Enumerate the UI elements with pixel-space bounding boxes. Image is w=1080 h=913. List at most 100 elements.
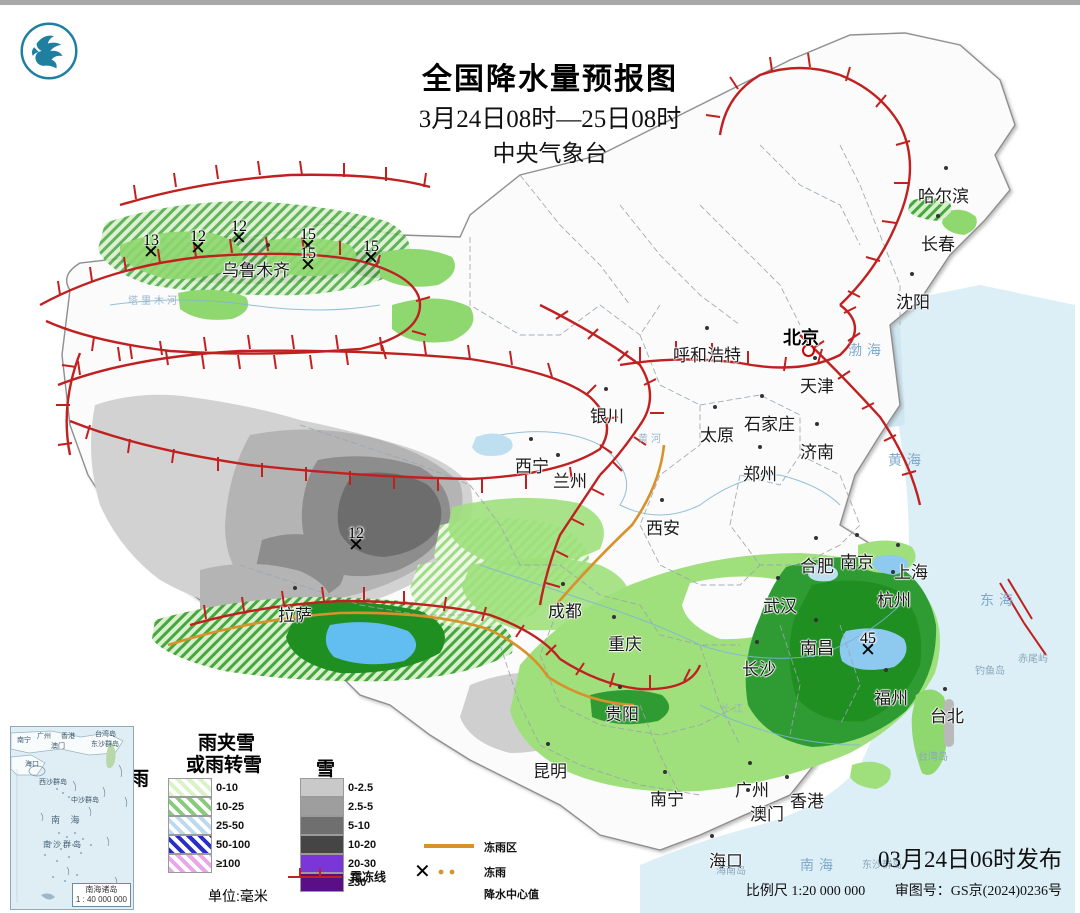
city-label-11: 兰州 [553,472,587,491]
precip-center-marker-3: 15 ✕ [300,226,316,257]
city-marker-16 [896,543,900,547]
city-marker-23 [884,668,888,672]
legend-label-sleet-1: 10-25 [216,801,245,813]
geo-label-1: 赤尾屿 [1018,654,1048,665]
inset-label-dongsha: 东沙群岛 [91,741,119,748]
city-marker-32 [710,834,714,838]
city-label-32: 海口 [709,852,743,871]
city-marker-15 [855,533,859,537]
city-label-16: 上海 [894,563,928,582]
river-label-2: 长江 [720,704,746,715]
city-marker-3 [802,344,815,357]
city-label-12: 郑州 [743,465,777,484]
inset-city-haikou: 海口 [25,761,39,768]
precip-center-marker-4: 15 ✕ [300,245,316,276]
freezing-rain-area-icon [424,844,474,848]
precip-center-marker-0: 13 ✕ [143,232,159,263]
inset-map-graphic [11,727,133,909]
inset-city-nanning: 南宁 [17,737,31,744]
legend-label-sleet-3: 50-100 [216,839,251,851]
legend-swatch-sleet-0 [168,778,212,797]
city-marker-2 [910,272,914,276]
legend-swatch-sleet-2 [168,816,212,835]
city-label-10: 西宁 [515,457,549,476]
city-label-2: 沈阳 [896,293,930,312]
sea-label-0: 渤海 [848,342,886,358]
city-label-18: 成都 [548,602,582,621]
precip-center-marker-6: 12 ✕ [348,525,364,556]
city-label-26: 拉萨 [278,606,312,625]
china-precipitation-map [0,5,1080,913]
precip-center-marker-5: 15 ✕ [363,238,379,269]
precip-center-marker-2: 12 ✕ [231,218,247,249]
legend-label-sleet-2: 25-50 [216,820,245,832]
inset-caption-scale: 1 : 40 000 000 [75,895,127,904]
city-label-15: 南京 [840,553,874,572]
river-label-1: 黄河 [638,434,664,445]
inset-label-xisha: 西沙群岛 [39,779,67,786]
legend-title-sleet-line2: 或雨转雪 [186,755,263,776]
city-label-7: 太原 [700,426,734,445]
geo-label-4: 东沙群岛 [862,860,902,871]
cma-dragon-logo [20,22,78,80]
sea-label-2: 东海 [980,592,1018,608]
city-marker-12 [758,445,762,449]
city-label-21: 南昌 [800,639,834,658]
city-label-27: 昆明 [533,762,567,781]
city-marker-31 [746,788,750,792]
city-label-29: 广州 [735,781,769,800]
legend-swatch-sleet-1 [168,797,212,816]
city-label-31: 澳门 [750,805,784,824]
south-china-sea-inset: 东沙群岛 西沙群岛 中沙群岛 南沙群岛 台湾岛 海南岛 南 海 广州 香港 澳门… [10,726,134,910]
frost-line-icon [288,868,342,878]
precip-center-marker-7: 45 ✕ [860,630,876,661]
inset-city-hongkong: 香港 [61,733,75,740]
inset-city-guangzhou: 广州 [37,733,51,740]
city-marker-21 [814,618,818,622]
geo-label-2: 台湾岛 [918,752,948,763]
city-label-5: 呼和浩特 [673,346,741,365]
top-border [0,0,1080,5]
sea-label-3: 南海 [800,857,838,873]
city-marker-27 [546,742,550,746]
city-label-22: 长沙 [742,660,776,679]
inset-label-south-china-sea: 南 海 [51,815,84,825]
sea-label-1: 黄海 [888,452,926,468]
scale-and-review: 比例尺 1:20 000 000 审图号：GS京(2024)0236号 [720,880,1062,900]
city-marker-29 [748,761,752,765]
legend-label-snow-0: 0-2.5 [348,782,374,794]
freezing-rain-icon [438,869,455,875]
city-label-17: 杭州 [877,591,911,610]
city-marker-10 [529,437,533,441]
legend-swatch-snow-1 [300,797,344,816]
city-label-33: 乌鲁木齐 [222,261,290,280]
issue-time: 03月24日06时发布 [878,847,1062,872]
city-label-8: 济南 [800,443,834,462]
city-marker-30 [785,775,789,779]
river-label-0: 塔里木河 [128,296,180,307]
city-label-25: 贵阳 [605,705,639,724]
city-label-24: 台北 [930,707,964,726]
city-label-14: 合肥 [800,557,834,576]
city-marker-20 [612,615,616,619]
inset-caption-title: 南海诸岛 [85,885,118,894]
city-label-28: 南宁 [650,790,684,809]
city-marker-9 [604,387,608,391]
city-marker-1 [936,214,940,218]
city-marker-11 [556,453,560,457]
city-marker-18 [561,582,565,586]
legend-label-frost-line: 霜冻线 [350,870,387,884]
map-title-block: 全国降水量预报图 3月24日08时—25日08时 中央气象台 [340,62,760,169]
city-marker-7 [713,405,717,409]
city-marker-19 [776,576,780,580]
legend-swatch-snow-0 [300,778,344,797]
legend-label-sleet-4: ≥100 [216,858,241,870]
city-marker-6 [760,394,764,398]
city-label-1: 长春 [921,235,955,254]
legend-swatch-sleet-4 [168,854,212,873]
city-marker-8 [815,422,819,426]
legend-label-snow-5: ≥30 [348,877,367,889]
city-label-23: 福州 [874,689,908,708]
inset-scale-caption: 南海诸岛 1 : 40 000 000 [71,883,131,907]
